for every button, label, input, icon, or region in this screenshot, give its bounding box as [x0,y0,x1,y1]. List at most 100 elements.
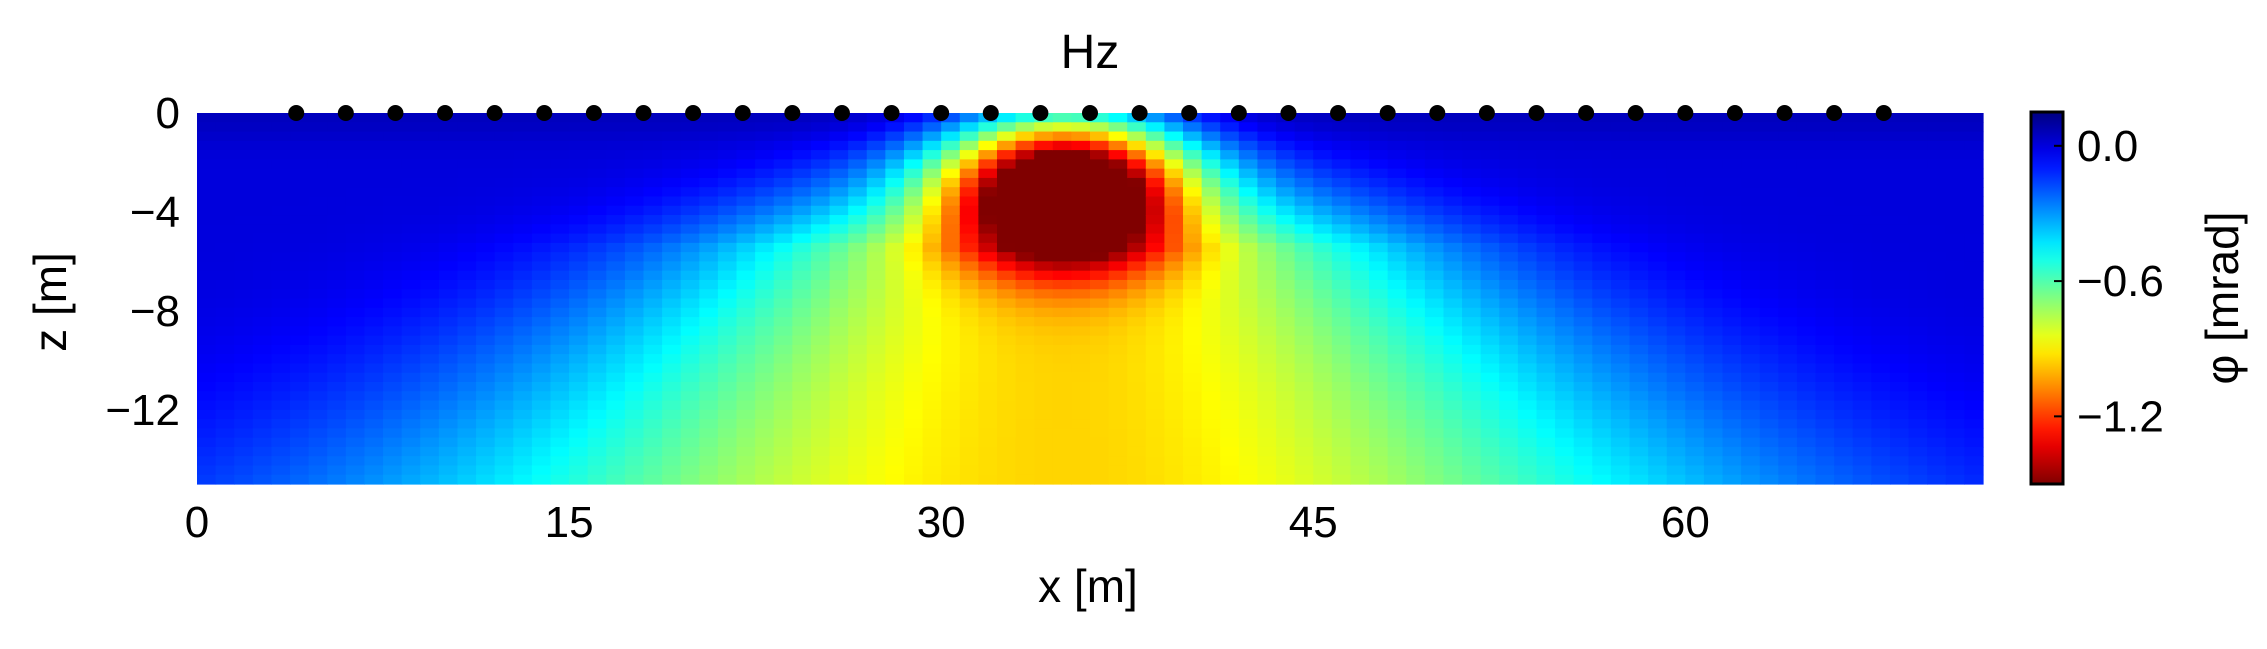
heatmap-cell [1610,419,1631,429]
heatmap-cell [1090,279,1110,290]
heatmap-cell [1908,140,1928,151]
heatmap-cell [1852,113,1872,123]
heatmap-cell [1034,187,1054,198]
heatmap-cell [866,381,886,392]
heatmap-cell [717,289,738,300]
heatmap-cell [606,307,626,318]
heatmap-cell [1331,196,1352,207]
heatmap-cell [364,242,384,253]
heatmap-cell [1815,428,1835,439]
heatmap-cell [1034,372,1054,383]
heatmap-cell [624,465,645,476]
heatmap-cell [420,437,440,448]
heatmap-cell [1796,122,1817,133]
heatmap-cell [624,242,645,253]
heatmap-cell [420,252,440,262]
heatmap-cell [513,381,533,392]
heatmap-cell [197,131,217,142]
heatmap-cell [1164,409,1184,420]
heatmap-cell [1164,437,1184,448]
heatmap-cell [1573,159,1593,170]
heatmap-cell [1071,215,1091,225]
heatmap-cell [699,168,719,179]
heatmap-cell [1387,150,1407,160]
heatmap-cell [1090,428,1110,439]
heatmap-cell [922,113,942,123]
heatmap-cell [1090,344,1110,355]
heatmap-cell [1815,177,1835,188]
heatmap-cell [773,113,793,123]
heatmap-cell [401,354,421,365]
heatmap-cell [476,298,496,309]
electrode-marker [734,105,751,121]
heatmap-cell [1257,354,1277,365]
heatmap-cell [1573,196,1593,207]
heatmap-cell [773,437,793,448]
heatmap-cell [1015,317,1035,327]
heatmap-cell [513,474,533,485]
heatmap-cell [1052,465,1072,476]
heatmap-cell [1164,372,1184,383]
heatmap-cell [792,252,812,262]
heatmap-cell [1517,465,1538,476]
heatmap-cell [1257,233,1277,244]
heatmap-cell [290,242,310,253]
heatmap-cell [643,261,663,272]
heatmap-cell [457,252,477,262]
heatmap-cell [1741,409,1761,420]
heatmap-cell [1871,150,1891,160]
heatmap-cell [290,326,310,337]
heatmap-cell [401,428,421,439]
heatmap-cell [271,233,291,244]
electrode-marker [1726,105,1743,121]
heatmap-cell [271,307,291,318]
heatmap-cell [773,456,793,467]
heatmap-cell [1090,205,1110,216]
heatmap-cell [457,381,477,392]
heatmap-cell [1164,150,1184,160]
heatmap-cell [308,474,328,485]
heatmap-cell [1145,381,1166,392]
heatmap-cell [829,279,849,290]
heatmap-cell [1424,140,1445,151]
heatmap-cell [624,187,645,198]
heatmap-cell [1536,113,1556,123]
heatmap-cell [1294,233,1314,244]
heatmap-cell [1164,122,1184,133]
heatmap-cell [866,354,886,365]
heatmap-cell [438,409,459,420]
heatmap-cell [1034,159,1054,170]
heatmap-cell [1759,354,1779,365]
heatmap-cell [457,446,477,457]
heatmap-cell [1610,335,1631,346]
heatmap-cell [755,446,775,457]
heatmap-cell [959,159,979,170]
heatmap-cell [1759,205,1779,216]
heatmap-cell [1815,261,1835,272]
heatmap-cell [1964,326,1984,337]
heatmap-cell [1629,354,1649,365]
heatmap-cell [1294,289,1314,300]
heatmap-cell [1889,381,1910,392]
heatmap-cell [1071,187,1091,198]
heatmap-cell [866,242,886,253]
heatmap-cell [885,131,905,142]
heatmap-cell [1201,224,1221,235]
heatmap-cell [717,224,738,235]
heatmap-cell [1555,381,1575,392]
heatmap-cell [1536,196,1556,207]
heatmap-cell [252,187,273,198]
heatmap-cell [1796,242,1817,253]
heatmap-cell [234,131,254,142]
heatmap-cell [1834,317,1854,327]
heatmap-cell [1480,224,1500,235]
heatmap-cell [1871,317,1891,327]
heatmap-cell [1145,242,1166,253]
heatmap-cell [383,298,403,309]
heatmap-cell [941,335,961,346]
heatmap-cell [829,289,849,300]
heatmap-cell [662,409,682,420]
heatmap-cell [587,307,607,318]
heatmap-cell [1815,159,1835,170]
heatmap-cell [457,326,477,337]
